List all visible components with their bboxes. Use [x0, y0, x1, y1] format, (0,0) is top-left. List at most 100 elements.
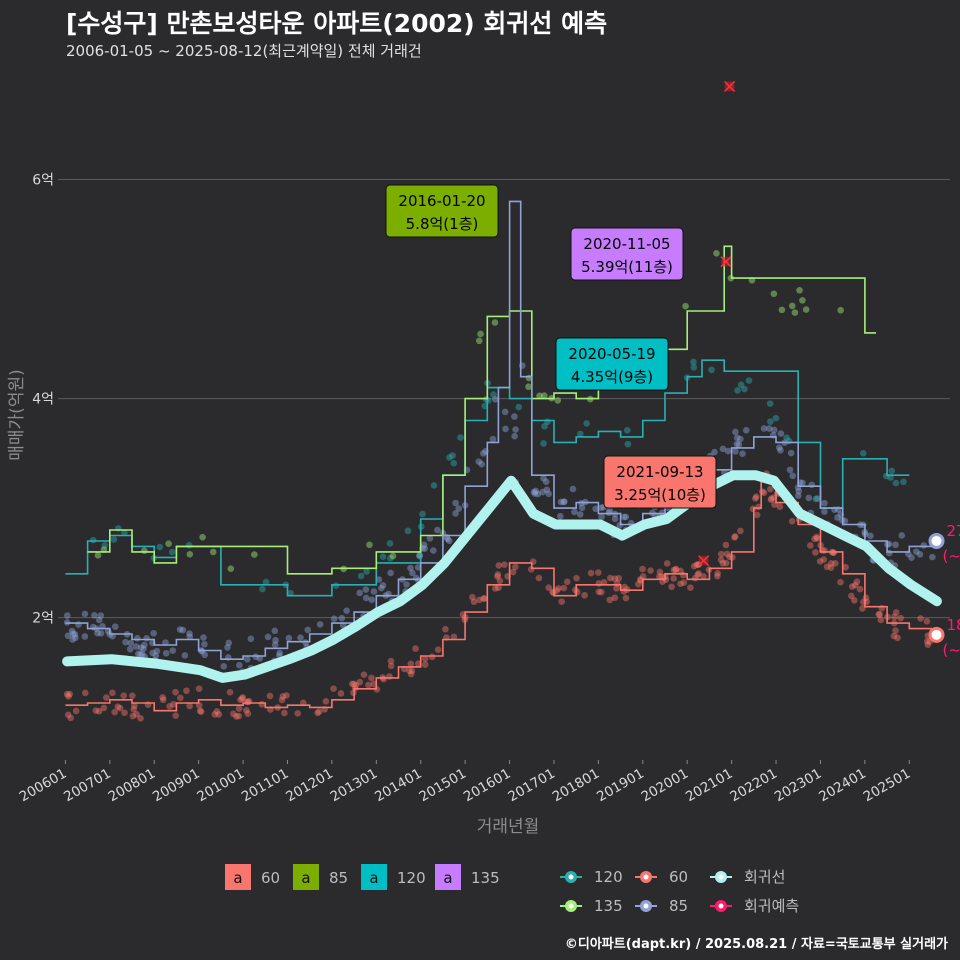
scatter-point: [64, 612, 71, 619]
scatter-point: [560, 498, 568, 506]
legend-dot-center: [718, 874, 724, 880]
scatter-point: [477, 330, 484, 338]
scatter-point: [622, 594, 630, 602]
scatter-point: [695, 570, 703, 577]
legend-swatch: [435, 864, 461, 890]
scatter-point: [892, 627, 899, 634]
scatter-point: [179, 626, 187, 634]
scatter-point: [807, 542, 814, 549]
scatter-point: [495, 562, 503, 569]
scatter-point: [215, 711, 223, 718]
scatter-point: [867, 532, 874, 540]
scatter-point: [131, 702, 138, 710]
scatter-point: [785, 437, 793, 445]
scatter-point: [195, 685, 203, 693]
scatter-point: [595, 588, 603, 596]
scatter-point: [233, 713, 240, 720]
scatter-point: [512, 563, 519, 571]
series-line-85: [65, 200, 936, 660]
scatter-point: [343, 607, 350, 614]
scatter-point: [737, 527, 744, 535]
scatter-point: [121, 709, 128, 717]
legend-label: 85: [329, 869, 348, 887]
chart-subtitle: 2006-01-05 ~ 2025-08-12(최근계약일) 전체 거래건: [66, 42, 422, 60]
scatter-point: [134, 650, 142, 658]
scatter-point: [72, 707, 80, 715]
scatter-point: [796, 286, 803, 294]
x-tick-label: 201201: [283, 766, 336, 806]
x-tick-label: 202501: [861, 766, 914, 806]
cancelled-x: [724, 80, 736, 92]
y-tick-label: 6억: [32, 173, 54, 189]
scatter-point: [121, 529, 128, 537]
scatter-point: [711, 448, 718, 456]
scatter-point: [491, 319, 499, 326]
scatter-point: [337, 690, 345, 697]
scatter-point: [356, 589, 363, 597]
scatter-point: [172, 688, 179, 696]
scatter-point: [186, 630, 193, 637]
scatter-point: [670, 566, 678, 574]
scatter-point: [387, 554, 394, 562]
scatter-point: [611, 515, 619, 523]
scatter-point: [799, 479, 806, 487]
scatter-point: [426, 535, 434, 542]
scatter-point: [199, 533, 206, 541]
scatter-point: [501, 561, 508, 568]
scatter-point: [237, 696, 244, 704]
scatter-point: [848, 583, 856, 590]
scatter-point: [511, 432, 518, 440]
scatter-point: [808, 481, 816, 489]
scatter-point: [330, 685, 337, 693]
scatter-point: [820, 556, 828, 563]
scatter-point: [606, 596, 614, 604]
legend-dot-center: [568, 874, 574, 880]
scatter-point: [859, 605, 866, 612]
scatter-point: [540, 474, 547, 482]
scatter-point: [739, 450, 746, 457]
scatter-point: [605, 509, 613, 517]
scatter-point: [766, 400, 774, 407]
scatter-point: [788, 517, 796, 525]
scatter-point: [481, 595, 488, 602]
legend-line-label: 회귀선: [744, 868, 785, 886]
scatter-point: [281, 709, 288, 717]
scatter-point: [794, 492, 802, 500]
scatter-point: [690, 562, 698, 570]
scatter-point: [723, 550, 731, 558]
legend-dot-center: [568, 903, 574, 909]
scatter-point: [680, 571, 687, 579]
scatter-point: [332, 582, 340, 589]
scatter-point: [166, 702, 173, 710]
x-axis-label: 거래년월: [477, 817, 540, 837]
annotation-date: 2021-09-13: [616, 463, 703, 481]
scatter-point: [583, 420, 590, 427]
scatter-point: [251, 551, 258, 558]
scatter-point: [133, 634, 141, 642]
x-tick-label: 202001: [639, 766, 692, 806]
scatter-point: [540, 440, 547, 447]
scatter-point: [412, 574, 420, 582]
scatter-point: [81, 610, 89, 618]
scatter-point: [201, 651, 209, 659]
scatter-point: [111, 708, 118, 716]
scatter-point: [408, 667, 416, 675]
annotations: 2016-01-205.8억(1층)2020-11-055.39억(11층)20…: [385, 184, 717, 509]
scatter-point: [481, 402, 489, 410]
scatter-point: [917, 615, 924, 622]
scatter-point: [677, 580, 684, 588]
scatter-point: [434, 646, 442, 653]
scatter-point: [127, 639, 135, 647]
scatter-point: [717, 556, 725, 564]
scatter-point: [153, 647, 161, 655]
scatter-point: [283, 692, 290, 699]
scatter-point: [445, 537, 453, 545]
scatter-point: [489, 435, 497, 443]
scatter-point: [266, 692, 274, 700]
scatter-point: [159, 696, 167, 704]
scatter-point: [116, 704, 124, 712]
scatter-point: [760, 425, 768, 432]
scatter-point: [243, 698, 251, 706]
forecast-value: 18,429: [947, 616, 960, 634]
scatter-point: [386, 540, 394, 547]
